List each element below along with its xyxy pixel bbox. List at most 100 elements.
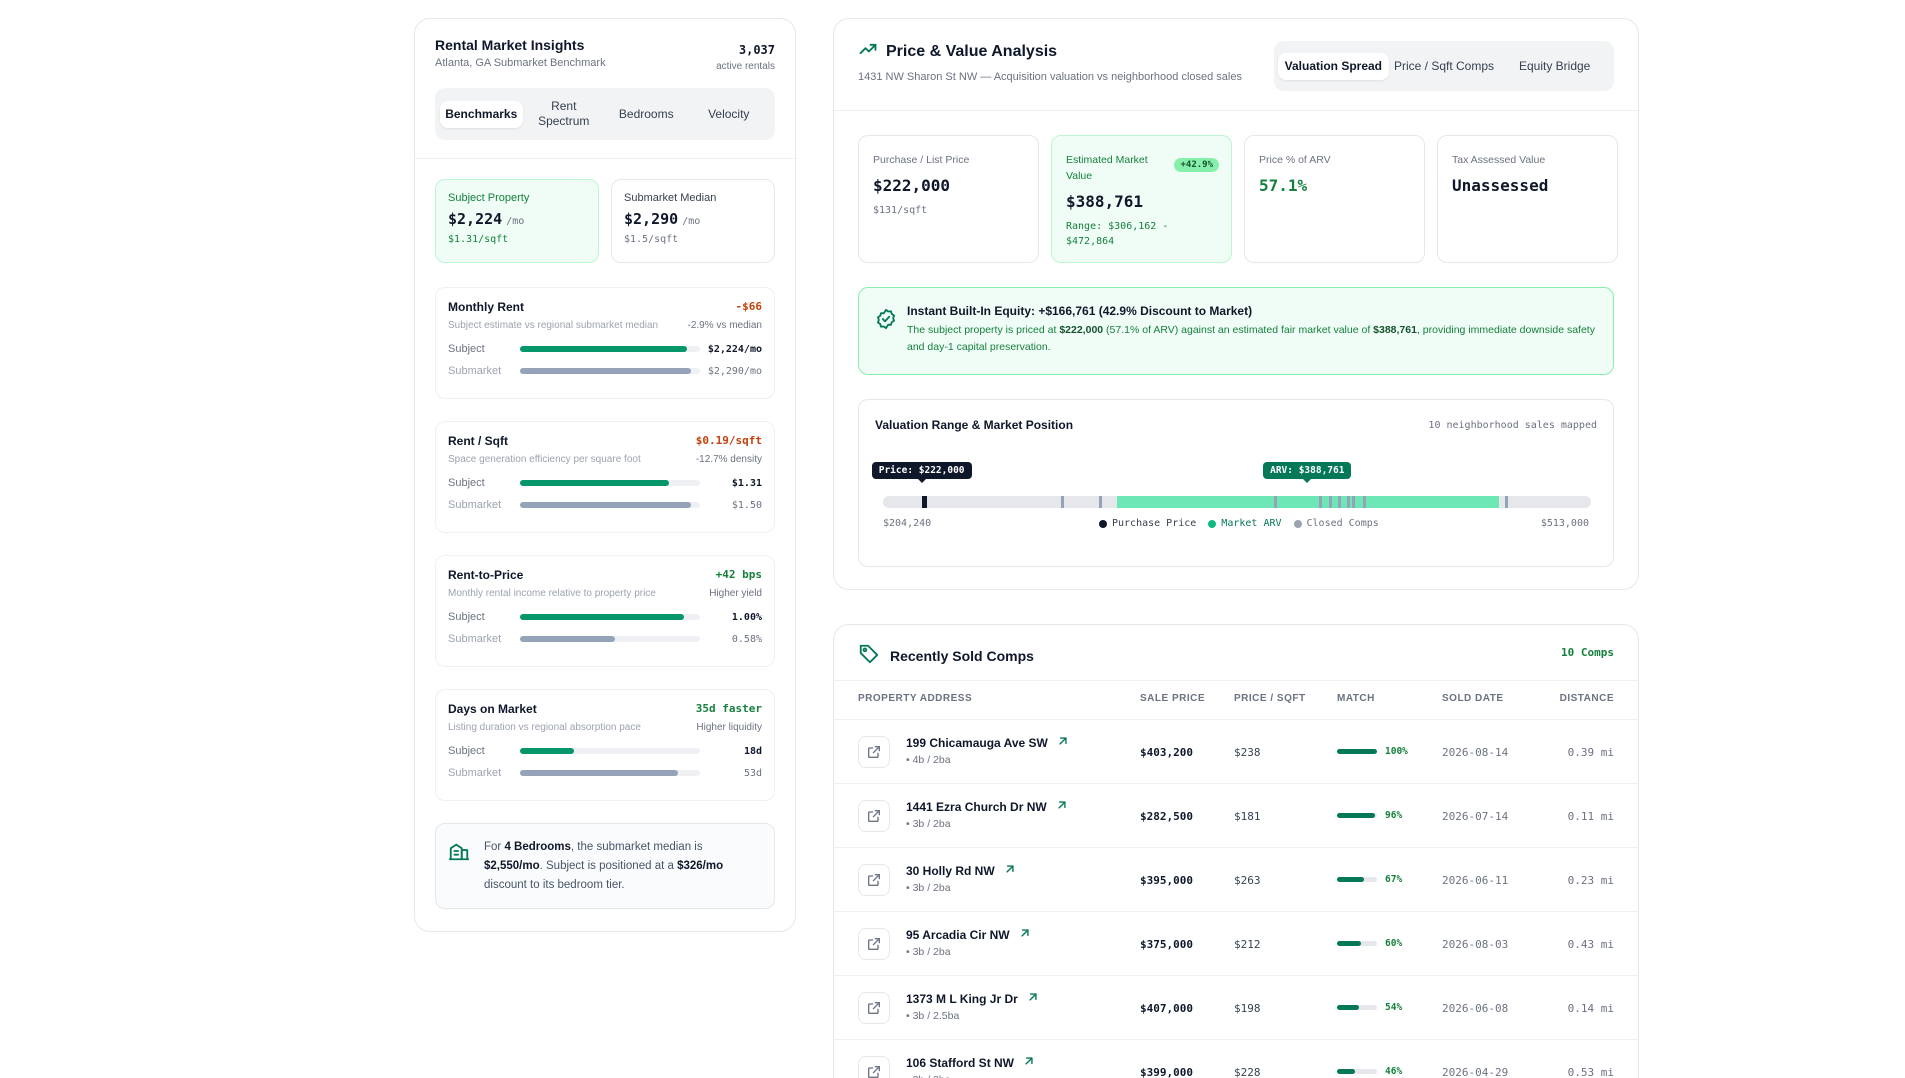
comp-row[interactable]: 1441 Ezra Church Dr NW • 3b / 2ba $282,500…: [834, 784, 1638, 848]
kpi-sub: $131/sqft: [873, 205, 928, 216]
comp-address[interactable]: 106 Stafford St NW: [906, 1055, 1015, 1070]
comp-marker[interactable]: [1273, 496, 1277, 508]
comp-marker[interactable]: [1505, 496, 1509, 508]
comp-marker[interactable]: [1346, 496, 1350, 508]
tab-valuation-spread[interactable]: Valuation Spread: [1278, 52, 1389, 80]
match-fill: [1337, 941, 1361, 946]
comp-marker[interactable]: [1351, 496, 1355, 508]
subject-bar-track: [520, 346, 700, 352]
subject-bar-track: [520, 748, 700, 754]
active-rentals-label: active rentals: [716, 61, 775, 72]
arrow-up-right-icon[interactable]: [1056, 734, 1070, 751]
metric-title: Days on Market: [448, 702, 537, 716]
tab-equity-bridge[interactable]: Equity Bridge: [1518, 58, 1591, 73]
metric-delta: 35d faster: [695, 702, 762, 715]
rental-insights-subtitle: Atlanta, GA Submarket Benchmark: [435, 57, 606, 69]
comp-distance: 0.11 mi: [1567, 810, 1614, 823]
bedroom-insight-text: For 4 Bedrooms, the submarket median is …: [484, 841, 724, 891]
comp-marker[interactable]: [1328, 496, 1332, 508]
bar-label-submarket: Submarket: [448, 365, 502, 377]
arv-tag: ARV: $388,761: [1263, 462, 1352, 483]
metric-note: -2.9% vs median: [687, 320, 762, 331]
kpi-value: $388,761: [1066, 192, 1144, 211]
kpi-label: Tax Assessed Value: [1452, 154, 1546, 166]
arrow-up-right-icon[interactable]: [1026, 990, 1040, 1007]
arrow-up-right-icon[interactable]: [1022, 1054, 1036, 1071]
submarket-bar-fill: [520, 368, 691, 374]
comp-marker[interactable]: [1338, 496, 1342, 508]
comp-sold-date: 2026-08-03: [1442, 938, 1509, 951]
subject-bar-track: [520, 614, 700, 620]
comp-row[interactable]: 30 Holly Rd NW • 3b / 2ba $395,000 $263 67% 2…: [834, 848, 1638, 912]
comp-bed-bath: • 3b / 2.5ba: [906, 1010, 960, 1022]
sold-comps-title: Recently Sold Comps: [890, 647, 1034, 664]
bar-value-submarket: $1.50: [731, 499, 762, 511]
comp-marker[interactable]: [1099, 496, 1103, 508]
metric-note: Higher liquidity: [696, 722, 762, 733]
comp-address[interactable]: 199 Chicamauga Ave SW: [906, 735, 1048, 750]
sold-comps-header: Recently Sold Comps 10 Comps: [834, 625, 1638, 681]
price-value-panel: Price & Value Analysis 1431 NW Sharon St…: [833, 18, 1639, 590]
comp-address[interactable]: 1441 Ezra Church Dr NW: [906, 799, 1047, 814]
comp-price-sqft: $181: [1234, 810, 1261, 823]
metric-description: Space generation efficiency per square f…: [448, 454, 641, 465]
subject-bar-fill: [520, 480, 670, 486]
match-value: 96%: [1385, 810, 1403, 821]
submarket-bar-fill: [520, 502, 691, 508]
comp-row[interactable]: 106 Stafford St NW • 3b / 2ba $399,000 $228…: [834, 1040, 1638, 1078]
col-header-distance[interactable]: DISTANCE: [1559, 693, 1614, 704]
col-header-price-sqft[interactable]: PRICE / SQFT: [1234, 693, 1306, 704]
tab-benchmarks[interactable]: Benchmarks: [440, 100, 523, 128]
bedroom-insight-callout: For 4 Bedrooms, the submarket median is …: [435, 823, 775, 909]
open-external-icon[interactable]: [858, 928, 890, 960]
comp-row[interactable]: 95 Arcadia Cir NW • 3b / 2ba $375,000 $212 6…: [834, 912, 1638, 976]
metric-description: Listing duration vs regional absorption …: [448, 722, 641, 733]
subject-bar-fill: [520, 346, 688, 352]
valuation-range-card: Valuation Range & Market Position 10 nei…: [858, 399, 1614, 567]
comp-match: 96%: [1337, 810, 1402, 821]
comp-marker[interactable]: [1362, 496, 1366, 508]
comp-marker[interactable]: [1319, 496, 1323, 508]
comp-match: 100%: [1337, 746, 1408, 757]
match-fill: [1337, 813, 1376, 818]
col-header-address[interactable]: PROPERTY ADDRESS: [858, 693, 973, 704]
tab-velocity[interactable]: Velocity: [708, 106, 750, 121]
open-external-icon[interactable]: [858, 992, 890, 1024]
comp-marker[interactable]: [1061, 496, 1065, 508]
open-external-icon[interactable]: [858, 1056, 890, 1078]
open-external-icon[interactable]: [858, 800, 890, 832]
comp-address[interactable]: 30 Holly Rd NW: [906, 863, 995, 878]
tab-bedrooms[interactable]: Bedrooms: [618, 106, 674, 121]
open-external-icon[interactable]: [858, 736, 890, 768]
col-header-match[interactable]: MATCH: [1337, 693, 1375, 704]
open-external-icon[interactable]: [858, 864, 890, 896]
col-header-sold-date[interactable]: SOLD DATE: [1442, 693, 1504, 704]
median-card-sqft: $1.5/sqft: [624, 234, 679, 245]
price-marker[interactable]: [921, 496, 927, 508]
comp-address[interactable]: 1373 M L King Jr Dr: [906, 991, 1018, 1006]
arrow-up-right-icon[interactable]: [1003, 862, 1017, 879]
comp-price-sqft: $228: [1234, 1066, 1261, 1078]
badge-check-icon: [875, 304, 897, 374]
kpi-value: Unassessed: [1452, 176, 1549, 195]
match-track: [1337, 1005, 1377, 1010]
metric-card: Rent / Sqft $0.19/sqft Space generation ef…: [435, 421, 775, 533]
legend-purchase-price: Purchase Price: [1099, 518, 1196, 529]
comp-row[interactable]: 199 Chicamauga Ave SW • 4b / 2ba $403,200 $…: [834, 720, 1638, 784]
range-min-label: $204,240: [883, 518, 932, 529]
tab-rent-spectrum[interactable]: Rent Spectrum: [538, 99, 590, 128]
comp-address[interactable]: 95 Arcadia Cir NW: [906, 927, 1010, 942]
rental-tabs: Benchmarks Rent Spectrum Bedrooms Veloci…: [435, 88, 775, 140]
match-fill: [1337, 1005, 1359, 1010]
arrow-up-right-icon[interactable]: [1055, 798, 1069, 815]
bar-label-subject: Subject: [448, 343, 485, 355]
arrow-up-right-icon[interactable]: [1018, 926, 1032, 943]
bar-value-submarket: 0.58%: [731, 633, 762, 645]
comp-row[interactable]: 1373 M L King Jr Dr • 3b / 2.5ba $407,000 $…: [834, 976, 1638, 1040]
col-header-sale-price[interactable]: SALE PRICE: [1140, 693, 1206, 704]
range-legend: Purchase Price Market ARV Closed Comps: [1099, 518, 1379, 529]
valuation-range-note: 10 neighborhood sales mapped: [1428, 420, 1597, 431]
comp-bed-bath: • 3b / 2ba: [906, 818, 951, 830]
equity-callout: Instant Built-In Equity: +$166,761 (42.9…: [858, 287, 1614, 375]
tab-price-sqft-comps[interactable]: Price / Sqft Comps: [1393, 58, 1495, 73]
